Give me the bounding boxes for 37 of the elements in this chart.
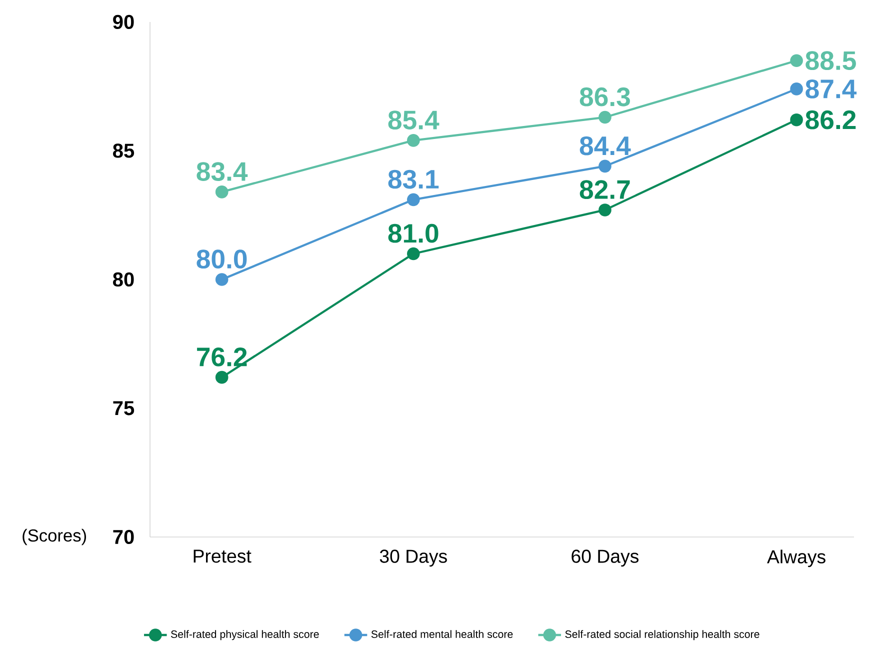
point bbox=[790, 82, 803, 96]
point bbox=[215, 273, 228, 286]
data-label: 83.4 bbox=[196, 162, 248, 181]
y-tick-label: 75 bbox=[113, 401, 134, 416]
data-label: 81.0 bbox=[388, 224, 438, 243]
point bbox=[790, 113, 803, 126]
data-label: 83.1 bbox=[388, 170, 439, 189]
data-label: 87.4 bbox=[806, 80, 857, 98]
data-label: 88.5 bbox=[806, 51, 856, 70]
point bbox=[790, 54, 803, 68]
point bbox=[215, 186, 228, 198]
data-label: 85.4 bbox=[388, 110, 440, 130]
point bbox=[215, 370, 228, 384]
y-tick-label: 90 bbox=[113, 14, 134, 30]
data-label: 80.0 bbox=[196, 250, 247, 269]
data-label: 76.2 bbox=[197, 348, 247, 366]
data-label: 84.4 bbox=[580, 136, 631, 156]
x-tick-label: Pretest bbox=[194, 550, 252, 563]
point bbox=[598, 204, 612, 216]
data-label: 86.2 bbox=[806, 110, 856, 130]
y-tick-label: 70 bbox=[113, 530, 134, 544]
point bbox=[407, 193, 420, 206]
point bbox=[407, 134, 420, 147]
point bbox=[407, 247, 420, 260]
y-tick-label: 80 bbox=[113, 272, 134, 287]
y-tick-label: 85 bbox=[113, 144, 134, 158]
legend-label: Self-rated mental health score bbox=[371, 630, 513, 638]
x-tick-label: Always bbox=[767, 550, 826, 568]
data-label: 82.7 bbox=[580, 180, 630, 200]
data-label: 86.3 bbox=[580, 87, 630, 106]
x-tick-label: 60 Days bbox=[572, 550, 639, 567]
legend-label: Self-rated physical health score bbox=[170, 630, 319, 640]
x-tick-label: 30 Days bbox=[380, 550, 447, 567]
legend-label: Self-rated social relationship health score bbox=[565, 630, 760, 640]
y-axis-title: (Scores) bbox=[22, 528, 86, 546]
point bbox=[598, 160, 612, 173]
point bbox=[598, 110, 612, 124]
